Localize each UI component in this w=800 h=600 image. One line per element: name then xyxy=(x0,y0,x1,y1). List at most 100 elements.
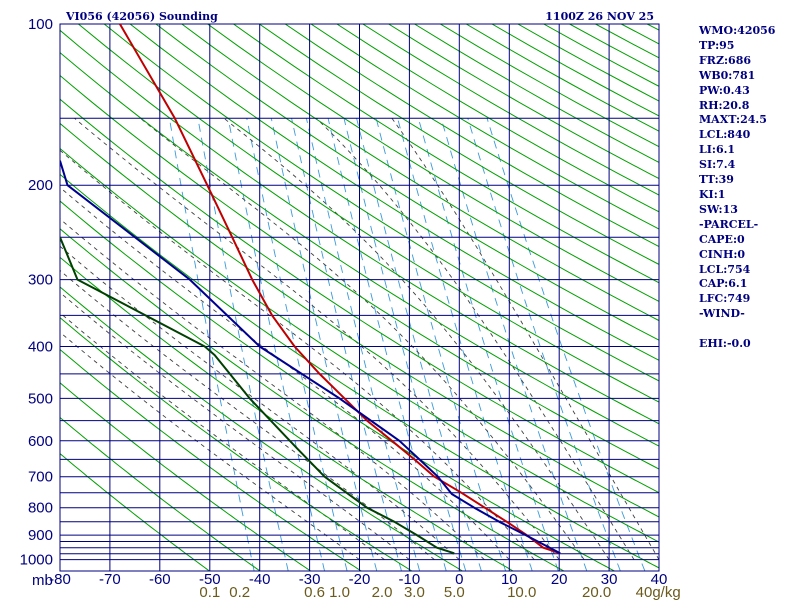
dry-adiabat xyxy=(78,24,659,403)
temperature-profile-line xyxy=(119,24,561,555)
mixing-ratio-label: 40 xyxy=(636,584,653,600)
mixing-ratio-lines-layer xyxy=(168,118,646,571)
moist-adiabat xyxy=(60,149,535,560)
parcel-profile-line xyxy=(60,160,561,555)
dry-adiabat xyxy=(60,200,615,571)
mixing-ratio-label: 5.0 xyxy=(444,584,465,600)
dry-adiabat xyxy=(207,24,659,302)
mixing-ratio-line xyxy=(197,118,289,571)
temperature-tick-label: 10 xyxy=(501,571,518,588)
mixing-ratio-label: 0.2 xyxy=(229,584,250,600)
moist-adiabat xyxy=(60,245,460,560)
dry-adiabat xyxy=(129,24,659,361)
mixing-ratio-label: 20.0 xyxy=(582,584,611,600)
sounding-index-item: LCL:840 xyxy=(699,128,751,142)
sounding-index-item: WMO:42056 xyxy=(699,24,776,37)
dry-adiabat xyxy=(233,24,659,284)
mixing-ratio-label: 3.0 xyxy=(404,584,425,600)
dry-adiabat xyxy=(60,453,210,571)
sounding-index-item: CAP:6.1 xyxy=(699,277,748,291)
dry-adiabat xyxy=(60,228,565,571)
moist-adiabat xyxy=(60,331,360,560)
temperature-tick-label: -50 xyxy=(199,571,221,588)
plot-frame xyxy=(59,23,660,572)
dry-adiabat xyxy=(284,24,659,248)
dry-adiabat xyxy=(60,416,261,571)
mixing-ratio-line xyxy=(467,118,621,571)
dry-adiabats-layer xyxy=(60,24,659,571)
mixing-ratio-label: 0.1 xyxy=(199,584,220,600)
pressure-unit-label: mb xyxy=(32,572,53,589)
dry-adiabat xyxy=(181,24,659,322)
pressure-tick-label: 400 xyxy=(28,339,53,356)
sounding-index-item: CINH:0 xyxy=(699,247,746,261)
mixing-ratio-label: 1.0 xyxy=(329,584,350,600)
sounding-index-item: TT:39 xyxy=(699,173,734,187)
grid-layer xyxy=(59,23,660,572)
chart-title: VI056 (42056) Sounding xyxy=(65,10,218,23)
pressure-tick-label: 1000 xyxy=(20,552,53,569)
temperature-tick-label: -30 xyxy=(299,571,321,588)
moist-adiabat xyxy=(223,117,610,560)
temperature-tick-label: 0 xyxy=(455,571,463,588)
dry-adiabat xyxy=(60,98,659,494)
mixing-ratio-label: g/kg xyxy=(652,584,680,600)
moist-adiabat xyxy=(391,118,659,560)
dry-adiabat xyxy=(60,286,463,571)
chart-datetime: 1100Z 26 NOV 25 xyxy=(545,10,654,23)
sounding-index-item: FRZ:686 xyxy=(699,53,752,67)
moist-adiabat xyxy=(60,218,485,560)
sounding-index-item: LCL:754 xyxy=(699,262,751,276)
sounding-index-item: LI:6.1 xyxy=(699,143,736,157)
temperature-tick-label: -60 xyxy=(149,571,171,588)
mixing-ratio-label: 10.0 xyxy=(507,584,536,600)
sounding-index-item: -PARCEL- xyxy=(699,217,759,231)
pressure-tick-label: 700 xyxy=(28,469,53,486)
sounding-index-item: SI:7.4 xyxy=(699,158,736,172)
sounding-index-item: -WIND- xyxy=(699,307,745,321)
mixing-ratio-label: 2.0 xyxy=(372,584,393,600)
sounding-index-item: EHI:-0.0 xyxy=(699,337,751,351)
series-layer xyxy=(60,24,561,555)
temperature-tick-label: 30 xyxy=(601,571,618,588)
pressure-tick-label: 500 xyxy=(28,390,53,407)
mixing-ratio-line xyxy=(486,118,646,571)
temperature-tick-label: -10 xyxy=(399,571,421,588)
sounding-index-item: SW:13 xyxy=(699,202,738,216)
moist-adiabat xyxy=(140,117,585,560)
temperature-tick-label: -70 xyxy=(99,571,121,588)
pressure-tick-label: 600 xyxy=(28,433,53,450)
dry-adiabat xyxy=(60,256,514,571)
dewpoint-profile-line xyxy=(60,236,455,555)
sounding-index-item: LFC:749 xyxy=(699,292,751,306)
dry-adiabat xyxy=(60,316,413,571)
moist-adiabat xyxy=(60,269,435,560)
moist-adiabat xyxy=(60,186,510,560)
mixing-ratio-label: 0.6 xyxy=(304,584,325,600)
sounding-indices-panel: WMO:42056 TP:95 FRZ:686 WB0:781 PW:0.43 RH:20… xyxy=(699,24,797,352)
sounding-index-item: TP:95 xyxy=(699,38,735,52)
dry-adiabat xyxy=(60,147,659,543)
temperature-tick-label: -20 xyxy=(349,571,371,588)
moist-adiabat xyxy=(60,312,385,560)
mixing-ratio-line xyxy=(227,118,326,571)
dry-adiabat xyxy=(60,173,659,569)
pressure-tick-label: 200 xyxy=(28,177,53,194)
dry-adiabat xyxy=(60,29,659,425)
dry-adiabat xyxy=(259,24,659,265)
pressure-tick-label: 800 xyxy=(28,500,53,517)
dry-adiabat xyxy=(60,122,659,518)
temperature-tick-label: 20 xyxy=(551,571,568,588)
dry-adiabat xyxy=(60,52,659,447)
moist-adiabat xyxy=(60,291,410,560)
mixing-ratio-line xyxy=(356,118,482,571)
pressure-tick-label: 100 xyxy=(28,16,53,33)
dry-adiabat xyxy=(60,382,311,571)
sounding-index-item: MAXT:24.5 xyxy=(699,113,767,127)
mixing-ratio-line xyxy=(375,118,507,571)
sounding-index-item xyxy=(699,322,797,337)
sounding-index-item: WB0:781 xyxy=(699,68,756,82)
moist-adiabat xyxy=(316,117,635,560)
